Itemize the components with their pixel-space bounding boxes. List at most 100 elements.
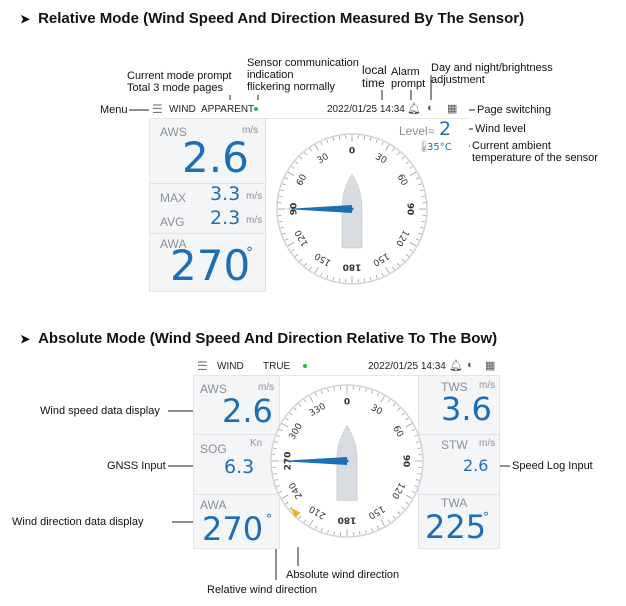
brightness-icon[interactable]: ◐ — [427, 102, 434, 114]
avg-value: 2.3 — [210, 207, 241, 229]
menu-icon[interactable]: ☰ — [152, 102, 163, 116]
dial-tick — [279, 220, 283, 223]
dial-tick — [320, 141, 323, 146]
annotation-relative-direction: Relative wind direction — [207, 584, 318, 596]
aws-label: AWS — [160, 125, 187, 139]
dial-tick — [303, 399, 307, 403]
menu-icon[interactable]: ☰ — [197, 359, 208, 373]
dial-tick — [375, 139, 378, 143]
wind-pointer — [285, 205, 352, 213]
bullet-arrow-icon: ➤ — [20, 12, 31, 26]
dial-tick — [274, 479, 279, 481]
annotation-gnss: GNSS Input — [107, 460, 166, 472]
annotation-speed-display: Wind speed data display — [40, 405, 160, 417]
dial-tick — [401, 156, 405, 160]
dial-tick — [409, 249, 413, 252]
dial-tick — [405, 161, 409, 164]
annotation-alarm: Alarm prompt — [391, 66, 426, 90]
aws-unit: m/s — [242, 125, 259, 136]
divider — [150, 233, 265, 234]
level-label: Level≈ — [399, 124, 435, 138]
dial-tick — [304, 262, 307, 266]
dial-tick — [415, 238, 420, 241]
dial-tick — [274, 441, 279, 443]
dial-tick — [415, 177, 420, 180]
twa-degree: ° — [483, 510, 489, 524]
absolute-compass: 0306090120150180210240270300330 — [270, 384, 424, 538]
dial-tick — [279, 195, 283, 198]
dial-tick — [284, 238, 289, 241]
mode-label: WIND — [169, 104, 196, 115]
bell-icon[interactable]: 🔔︎ — [449, 360, 463, 372]
dial-tick — [414, 485, 418, 488]
annotation-absolute-direction: Absolute wind direction — [286, 569, 400, 581]
dial-tick — [285, 501, 289, 505]
dial-tick — [304, 152, 307, 156]
dial-tick — [359, 387, 361, 391]
max-unit: m/s — [246, 191, 263, 202]
dial-tick — [314, 392, 318, 397]
annotation-day-night: Day and night/brightness adjustment — [431, 62, 553, 86]
dial-tick — [415, 479, 420, 481]
dial-tick — [281, 423, 289, 428]
datetime: 2022/01/25 14:34 — [327, 104, 405, 115]
dial-tick — [293, 407, 297, 411]
dial-label: 0 — [349, 147, 355, 157]
dial-tick — [387, 519, 391, 523]
awa-value: 270 — [170, 241, 251, 290]
submode-label[interactable]: TRUE — [263, 361, 291, 372]
dial-tick — [299, 156, 303, 160]
grid-icon[interactable]: ▦ — [485, 360, 496, 372]
sog-unit: Kn — [250, 438, 263, 449]
awa-degree: ° — [246, 245, 253, 261]
divider — [419, 434, 499, 435]
dial-tick — [291, 249, 295, 252]
dial-tick — [381, 272, 384, 277]
dial-tick — [299, 258, 303, 262]
dial-tick — [295, 161, 299, 164]
bell-icon[interactable]: 🔔︎ — [407, 103, 421, 115]
dial-tick — [276, 434, 280, 437]
dial-tick — [327, 388, 329, 393]
dial-tick — [309, 395, 314, 403]
level-value: 2 — [439, 118, 452, 140]
temperature-value: 35°C — [427, 142, 452, 153]
grid-icon[interactable]: ▦ — [447, 103, 458, 115]
tws-value: 3.6 — [441, 390, 492, 428]
dial-label: 180 — [343, 262, 362, 272]
submode-label[interactable]: APPARENT — [201, 104, 255, 115]
dial-tick — [289, 412, 293, 416]
dial-tick — [405, 494, 413, 499]
datetime: 2022/01/25 14:34 — [368, 361, 446, 372]
dial-tick — [411, 428, 416, 432]
twa-value: 225 — [425, 508, 487, 546]
dial-tick — [298, 515, 302, 519]
brightness-icon[interactable]: ◐ — [467, 359, 474, 371]
awa-label: AWA — [160, 237, 187, 251]
tws-label: TWS — [441, 380, 468, 394]
dial-tick — [421, 195, 425, 198]
absolute-mode-heading: ➤ Absolute Mode (Wind Speed And Direction… — [20, 330, 498, 347]
dial-label: 180 — [338, 515, 357, 525]
dial-tick — [405, 417, 409, 421]
dial-tick — [397, 407, 401, 411]
dial-tick — [421, 220, 425, 223]
dial-tick — [409, 171, 417, 176]
annotation-sensor: Sensor communication indication flickeri… — [247, 57, 359, 93]
dial-tick — [365, 529, 367, 534]
dial-tick — [376, 392, 380, 397]
dial-tick — [371, 528, 374, 532]
dial-tick — [282, 232, 286, 235]
dial-tick — [326, 139, 329, 143]
dial-tick — [380, 395, 385, 403]
dial-tick — [405, 254, 409, 257]
dial-tick — [418, 183, 422, 186]
avg-label: AVG — [160, 215, 185, 229]
dial-tick — [409, 242, 417, 247]
relative-screen: ☰ WIND APPARENT 2022/01/25 14:34 🔔︎ ◐ ▦ … — [149, 100, 469, 292]
dial-tick — [401, 258, 405, 262]
awa-label: AWA — [200, 498, 227, 512]
sog-label: SOG — [200, 442, 227, 456]
dial-tick — [392, 515, 396, 519]
compass-dial: 0306090120150180150120906030 — [276, 133, 428, 285]
